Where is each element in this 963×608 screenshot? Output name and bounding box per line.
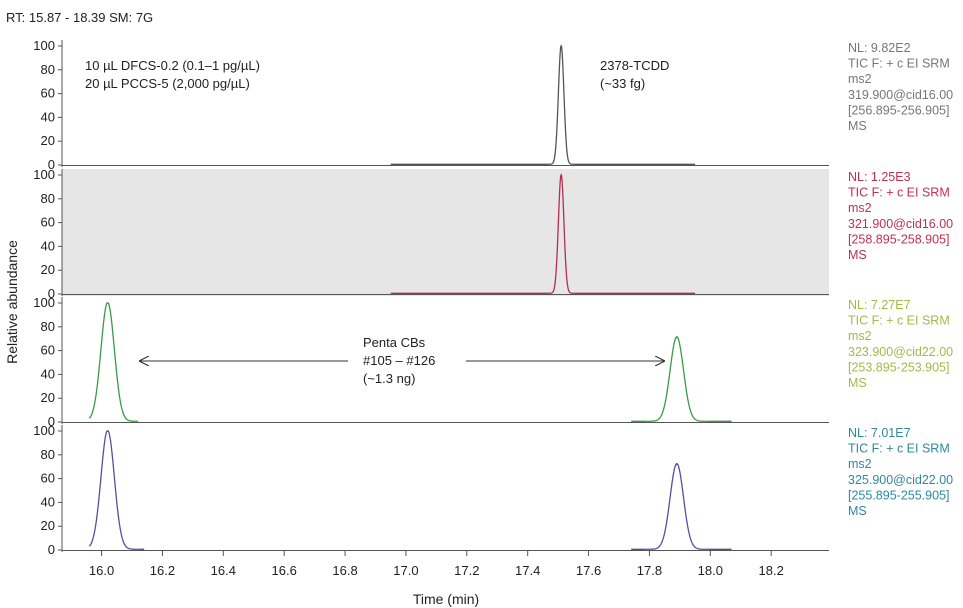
panel-info-line: NL: 9.82E2 — [848, 41, 911, 55]
panel-info-line: TIC F: + c EI SRM — [848, 186, 950, 200]
panel-info-line: 321.900@cid16.00 — [848, 217, 953, 231]
x-tick-label: 18.0 — [698, 563, 723, 578]
panel-info-line: [255.895-255.905] — [848, 488, 949, 502]
peak-point-2 — [676, 463, 678, 466]
peak-point-1 — [560, 45, 562, 47]
x-tick-label: 17.0 — [393, 563, 418, 578]
tcdd-label-line-2: (~33 fg) — [600, 76, 645, 91]
chromatogram-panel-2: 0 20 40 60 80 100 NL: 1.25E3 TIC F: + c EI SRMm… — [33, 167, 953, 301]
y-tick-label: 20 — [41, 262, 55, 277]
panel-info-line: ms2 — [848, 201, 872, 215]
y-tick-label: 80 — [41, 319, 55, 334]
x-tick-label: 16.6 — [272, 563, 297, 578]
x-tick-label: 16.8 — [332, 563, 357, 578]
y-tick-label: 60 — [41, 343, 55, 358]
y-tick-label: 40 — [41, 109, 55, 124]
y-tick-label: 20 — [41, 518, 55, 533]
panel-info-line: [256.895-256.905] — [848, 103, 949, 117]
panel-info-line: TIC F: + c EI SRM — [848, 57, 950, 71]
panel-info-line: 319.900@cid16.00 — [848, 88, 953, 102]
panel-info-line: MS — [848, 504, 867, 518]
x-tick-label: 16.4 — [211, 563, 236, 578]
y-tick-label: 0 — [48, 542, 55, 557]
panel-info-line: NL: 7.27E7 — [848, 298, 911, 312]
panel-info-line: TIC F: + c EI SRM — [848, 314, 950, 328]
y-tick-label: 60 — [41, 86, 55, 101]
y-tick-label: 20 — [41, 390, 55, 405]
panel-info-line: 325.900@cid22.00 — [848, 473, 953, 487]
chromatogram-panel-3: 0 20 40 60 80 100 NL: 7.27E7 TIC F: + c EI SRMm… — [33, 295, 953, 429]
y-tick-label: 40 — [41, 366, 55, 381]
x-tick-label: 17.8 — [637, 563, 662, 578]
y-tick-label: 100 — [33, 423, 55, 438]
panel-info-line: MS — [848, 376, 867, 390]
series-trace — [88, 302, 732, 422]
panel-info-line: MS — [848, 119, 867, 133]
panel-info-line: NL: 7.01E7 — [848, 426, 911, 440]
chromatogram-panel-4: 0 20 40 60 80 100 NL: 7.01E7 TIC F: + c EI SRMm… — [33, 423, 953, 557]
peak-point-1 — [560, 174, 562, 176]
x-tick-label: 18.2 — [759, 563, 784, 578]
panel-info-line: ms2 — [848, 329, 872, 343]
x-axis-label: Time (min) — [413, 591, 479, 607]
y-tick-label: 0 — [48, 414, 55, 429]
y-tick-label: 60 — [41, 471, 55, 486]
panel-info-line: [253.895-253.905] — [848, 360, 949, 374]
panel-info-line: NL: 1.25E3 — [848, 170, 911, 184]
y-tick-label: 60 — [41, 215, 55, 230]
panel-background — [62, 169, 829, 296]
y-tick-label: 0 — [48, 157, 55, 172]
penta-label-line-1: Penta CBs — [363, 335, 426, 350]
y-axis-label: Relative abundance — [4, 240, 20, 364]
y-tick-label: 80 — [41, 62, 55, 77]
x-tick-label: 17.4 — [515, 563, 540, 578]
chart-header: RT: 15.87 - 18.39 SM: 7G — [6, 10, 153, 25]
y-tick-label: 100 — [33, 295, 55, 310]
y-tick-label: 0 — [48, 286, 55, 301]
x-tick-label: 16.0 — [89, 563, 114, 578]
panel-info-line: 323.900@cid22.00 — [848, 345, 953, 359]
y-tick-label: 80 — [41, 191, 55, 206]
series-trace — [88, 430, 732, 550]
x-axis: 16.0 16.2 16.4 16.6 16.8 17.0 17.2 17.4 17.6 17.8… — [89, 551, 784, 578]
panel-info-line: ms2 — [848, 457, 872, 471]
sample-info-line-1: 10 µL DFCS-0.2 (0.1–1 pg/µL) — [85, 58, 260, 73]
peak-point-1 — [106, 430, 109, 432]
y-tick-label: 100 — [33, 167, 55, 182]
penta-label-line-2: #105 – #126 — [363, 353, 435, 368]
x-tick-label: 17.6 — [576, 563, 601, 578]
x-tick-label: 17.2 — [454, 563, 479, 578]
sample-info-annotation: 10 µL DFCS-0.2 (0.1–1 pg/µL) 20 µL PCCS-… — [85, 58, 260, 91]
x-tick-label: 16.2 — [150, 563, 175, 578]
tcdd-annotation: 2378-TCDD (~33 fg) — [600, 58, 669, 91]
panel-info-line: MS — [848, 248, 867, 262]
y-tick-label: 40 — [41, 238, 55, 253]
chromatogram-panel-1: 0 20 40 60 80 100 NL: 9.82E2 TIC F: + c EI SRMm… — [33, 38, 953, 172]
panel-info-line: [258.895-258.905] — [848, 232, 949, 246]
y-tick-label: 20 — [41, 133, 55, 148]
y-tick-label: 80 — [41, 447, 55, 462]
tcdd-label-line-1: 2378-TCDD — [600, 58, 669, 73]
series-trace — [390, 173, 696, 294]
peak-point-2 — [676, 336, 678, 339]
penta-label-line-3: (~1.3 ng) — [363, 371, 415, 386]
panel-info-line: ms2 — [848, 72, 872, 86]
y-tick-label: 40 — [41, 494, 55, 509]
y-tick-label: 100 — [33, 38, 55, 53]
peak-point-1 — [106, 302, 109, 304]
sample-info-line-2: 20 µL PCCS-5 (2,000 pg/µL) — [85, 76, 250, 91]
panel-info-line: TIC F: + c EI SRM — [848, 442, 950, 456]
series-trace — [390, 44, 696, 165]
penta-cbs-annotation: Penta CBs #105 – #126 (~1.3 ng) — [363, 335, 435, 386]
